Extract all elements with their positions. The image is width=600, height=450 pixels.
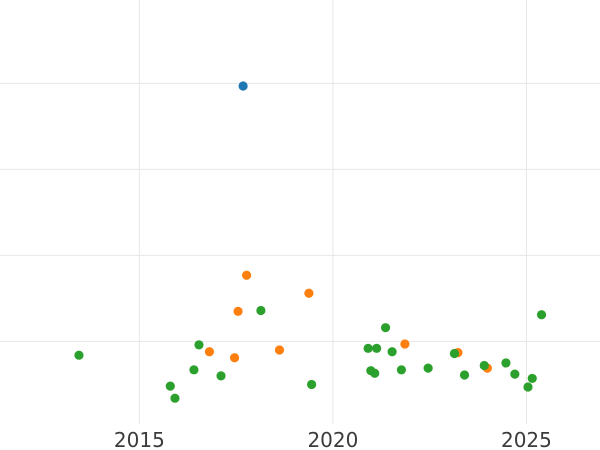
scatter-point-series-orange: [233, 306, 243, 316]
scatter-point-series-green: [216, 371, 226, 381]
scatter-point-series-orange: [241, 270, 252, 280]
scatter-point-series-orange: [274, 345, 285, 355]
scatter-point-series-orange: [229, 353, 240, 363]
scatter-point-series-green: [380, 323, 391, 333]
scatter-point-series-green: [370, 368, 380, 378]
scatter-point-series-green: [387, 347, 397, 357]
scatter-point-series-green: [459, 370, 470, 380]
scatter-point-series-orange: [304, 288, 314, 298]
scatter-point-series-green: [256, 305, 266, 316]
scatter-point-series-green: [165, 381, 175, 391]
scatter-point-series-green: [527, 373, 537, 384]
x-axis-tick-label: 2025: [501, 428, 552, 450]
scatter-point-series-blue: [238, 81, 248, 91]
scatter-point-series-orange: [400, 339, 410, 349]
scatter-point-series-green: [449, 348, 460, 359]
x-axis-tick-label: 2015: [114, 428, 165, 450]
scatter-point-series-green: [423, 363, 433, 373]
scatter-point-series-green: [189, 365, 199, 375]
scatter-point-series-green: [536, 310, 547, 320]
scatter-point-series-green: [396, 365, 407, 375]
scatter-point-series-green: [510, 369, 520, 379]
scatter-point-series-green: [170, 393, 180, 403]
scatter-point-series-green: [363, 343, 373, 353]
scatter-point-series-green: [307, 379, 317, 390]
scatter-point-series-green: [194, 340, 204, 350]
scatter-point-series-green: [372, 343, 382, 353]
x-axis-tick-label: 2020: [307, 428, 358, 450]
scatter-point-series-orange: [204, 347, 215, 357]
scatter-point-series-green: [479, 360, 489, 371]
scatter-point-series-green: [74, 350, 84, 360]
scatter-point-series-green: [501, 358, 511, 368]
scatter-point-series-green: [523, 382, 533, 392]
